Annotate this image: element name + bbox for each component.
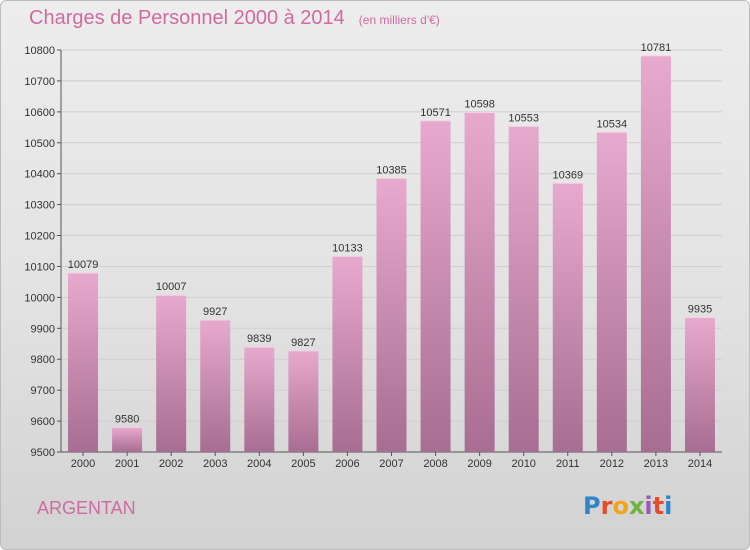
x-tick-label: 2001 <box>115 458 139 470</box>
logo-letter: P <box>583 492 601 520</box>
x-tick-label: 2012 <box>600 458 624 470</box>
y-tick-label: 9500 <box>31 447 55 459</box>
city-name: ARGENTAN <box>37 498 136 518</box>
data-label: 9827 <box>291 337 315 349</box>
y-tick-label: 10400 <box>24 169 55 181</box>
bar <box>508 126 539 452</box>
bar <box>640 55 671 452</box>
data-label: 10781 <box>641 42 672 54</box>
data-label: 10598 <box>464 98 495 110</box>
bar <box>112 427 143 452</box>
y-tick-label: 10700 <box>24 76 55 88</box>
data-label: 10553 <box>508 112 539 124</box>
y-tick-label: 9900 <box>31 323 55 335</box>
bar <box>420 120 451 452</box>
data-label: 10571 <box>420 107 451 119</box>
data-label: 10385 <box>376 164 407 176</box>
y-tick-label: 9600 <box>31 416 55 428</box>
data-label: 10079 <box>68 259 99 271</box>
x-tick-label: 2004 <box>247 458 271 470</box>
chart-title-main: Charges de Personnel 2000 à 2014 <box>29 7 345 29</box>
y-tick-label: 9700 <box>31 385 55 397</box>
x-tick-label: 2010 <box>511 458 535 470</box>
bar <box>464 112 495 453</box>
x-tick-label: 2007 <box>379 458 403 470</box>
x-tick-label: 2002 <box>159 458 183 470</box>
y-tick-label: 9800 <box>31 354 55 366</box>
logo-letter: x <box>628 492 645 520</box>
bar <box>200 319 231 452</box>
proxiti-logo: Proxiti <box>583 492 672 520</box>
bar <box>596 132 627 453</box>
chart-title: Charges de Personnel 2000 à 2014 (en mill… <box>29 7 440 30</box>
bar <box>552 183 583 453</box>
y-tick-label: 10600 <box>24 107 55 119</box>
data-label: 10534 <box>597 118 628 130</box>
data-label: 9927 <box>203 306 227 318</box>
x-tick-label: 2000 <box>71 458 95 470</box>
bar <box>156 295 187 452</box>
bar <box>684 317 715 452</box>
y-tick-label: 10000 <box>24 292 55 304</box>
logo-letter: r <box>600 492 613 520</box>
bar <box>376 178 407 453</box>
y-tick-label: 10100 <box>24 261 55 273</box>
x-tick-label: 2006 <box>335 458 359 470</box>
logo-letter: i <box>644 492 653 520</box>
x-tick-label: 2011 <box>556 458 580 470</box>
y-tick-label: 10800 <box>24 45 55 57</box>
data-label: 9935 <box>688 303 712 315</box>
bar <box>288 350 319 452</box>
data-label: 10007 <box>156 281 187 293</box>
data-label: 9580 <box>115 413 139 425</box>
bar <box>244 347 275 452</box>
data-label: 10369 <box>552 169 583 181</box>
y-tick-label: 10500 <box>24 138 55 150</box>
x-tick-label: 2014 <box>688 458 712 470</box>
bar <box>332 256 363 452</box>
logo-letter: i <box>664 492 673 520</box>
logo-letter: t <box>652 492 665 520</box>
data-label: 9839 <box>247 333 271 345</box>
x-tick-label: 2009 <box>467 458 491 470</box>
x-tick-label: 2013 <box>644 458 668 470</box>
x-tick-label: 2005 <box>291 458 315 470</box>
data-label: 10133 <box>332 242 363 254</box>
logo-letter: o <box>612 492 629 520</box>
x-tick-label: 2003 <box>203 458 227 470</box>
x-tick-label: 2008 <box>423 458 447 470</box>
chart-subtitle: (en milliers d'€) <box>358 13 440 27</box>
y-tick-label: 10300 <box>24 200 55 212</box>
y-tick-label: 10200 <box>24 231 55 243</box>
bar <box>68 272 99 452</box>
